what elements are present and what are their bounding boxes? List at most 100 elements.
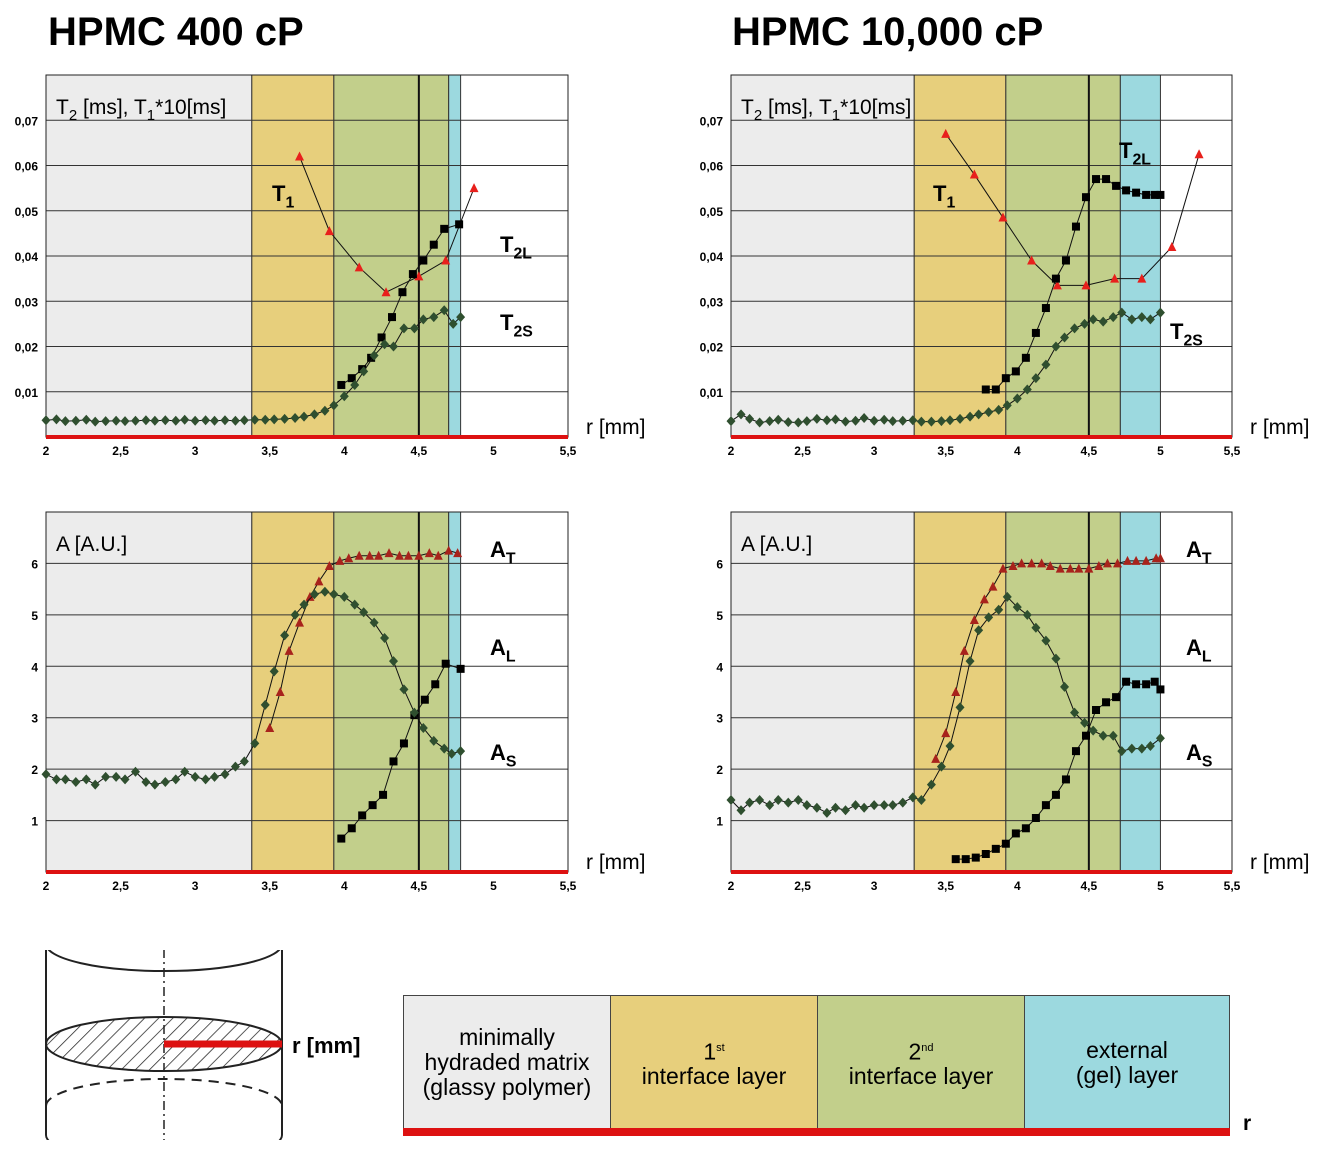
point-AS (898, 797, 908, 808)
point-AS (851, 800, 861, 811)
point-T2S (456, 312, 466, 323)
point-T2S (329, 400, 339, 411)
point-AS (309, 589, 319, 600)
series-label-AS: AS (1186, 740, 1212, 771)
point-AT (941, 728, 951, 738)
point-T2S (239, 415, 249, 426)
point-AS (859, 802, 869, 813)
y-tick-label: 0,01 (700, 386, 724, 400)
point-T2L (1011, 367, 1020, 376)
point-AS (389, 656, 399, 667)
point-T2S (369, 350, 379, 361)
y-label-part: A [A.U.] (56, 533, 127, 556)
point-T2S (120, 416, 130, 427)
point-AS (745, 797, 755, 808)
point-T2S (60, 416, 70, 427)
point-AL (1092, 706, 1101, 714)
series-label-T2L: T2L (1119, 138, 1151, 169)
point-AL (971, 853, 980, 862)
point-AL (431, 680, 440, 689)
series-label-AT-main: A (490, 537, 506, 562)
point-T1 (354, 262, 364, 272)
point-T2S (51, 414, 61, 425)
y-label-part: A [A.U.] (741, 533, 812, 556)
series-label-AL-sub: L (506, 649, 516, 666)
series-label-AS-main: A (1186, 740, 1202, 765)
point-AS (299, 599, 309, 610)
point-AL (379, 790, 388, 799)
x-tick-label: 4 (341, 444, 348, 458)
point-T2L (1001, 374, 1010, 383)
legend-interface-2-sup: nd (921, 1041, 934, 1054)
point-T2L (337, 380, 346, 389)
series-label-T2L-sub: 2L (513, 246, 532, 263)
y-axis-label: A [A.U.] (741, 533, 812, 556)
x-tick-label: 3 (871, 444, 878, 458)
point-T2S (974, 409, 984, 420)
y-tick-label: 5 (31, 609, 38, 623)
y-tick-label: 0,02 (15, 341, 39, 355)
point-AT (979, 594, 989, 604)
x-tick-label: 4 (341, 879, 348, 893)
series-label-AT-sub: T (506, 551, 516, 568)
point-AS (150, 779, 160, 790)
point-AS (1031, 622, 1041, 633)
title-hpmc-400: HPMC 400 cP (48, 10, 304, 54)
point-T2S (879, 414, 889, 425)
point-T2L (1102, 175, 1111, 184)
point-T2S (280, 413, 290, 424)
point-T2L (440, 224, 449, 233)
point-T2S (201, 415, 211, 426)
point-AL (441, 659, 450, 668)
x-axis-label: r [mm] (1250, 416, 1309, 439)
point-T2L (981, 385, 990, 394)
point-T2S (111, 415, 121, 426)
point-T2L (1112, 181, 1121, 190)
y-tick-label: 0,01 (15, 386, 39, 400)
y-tick-label: 2 (716, 763, 723, 777)
legend-interface-2: 2nd interface layer (817, 995, 1025, 1130)
series-label-T2S-sub: 2S (1183, 333, 1202, 350)
y-label-part: T (741, 96, 754, 119)
point-T2S (994, 404, 1004, 415)
point-T2S (359, 366, 369, 377)
point-AL (1021, 824, 1030, 833)
point-T2S (190, 415, 200, 426)
series-label-AS-sub: S (506, 754, 517, 771)
point-T2S (1088, 314, 1098, 325)
legend-glassy-line: (glassy polymer) (422, 1074, 592, 1100)
series-label-T1-main: T (272, 181, 286, 206)
region-interface2 (333, 511, 450, 873)
x-tick-label: 2,5 (794, 444, 811, 458)
point-AS (280, 630, 290, 641)
point-T2S (1070, 323, 1080, 334)
series-label-AL-main: A (1186, 635, 1202, 660)
point-AS (399, 684, 409, 695)
point-AS (120, 774, 130, 785)
point-AL (1156, 685, 1165, 694)
region-interface1 (251, 511, 335, 873)
point-T2S (955, 413, 965, 424)
point-AT (931, 753, 941, 763)
point-AS (409, 707, 419, 718)
point-AS (1145, 741, 1155, 751)
x-tick-label: 2,5 (794, 879, 811, 893)
x-tick-label: 4,5 (1081, 444, 1098, 458)
point-AT (275, 687, 285, 696)
series-line-T1 (945, 133, 1200, 286)
point-T2S (448, 318, 458, 329)
legend-interface-1-text: interface layer (641, 1063, 787, 1090)
y-tick-label: 0,07 (700, 114, 724, 128)
point-AS (180, 766, 190, 777)
x-tick-label: 2,5 (112, 444, 129, 458)
point-AL (420, 695, 429, 704)
point-AT (1017, 558, 1027, 568)
point-T2S (1031, 373, 1041, 384)
series-label-T1-sub: 1 (946, 195, 955, 212)
point-AL (1061, 775, 1070, 784)
point-AL (1112, 693, 1121, 702)
point-AS (726, 795, 736, 805)
y-tick-label: 0,04 (700, 250, 724, 264)
point-T2L (408, 270, 417, 279)
point-AL (981, 850, 990, 858)
